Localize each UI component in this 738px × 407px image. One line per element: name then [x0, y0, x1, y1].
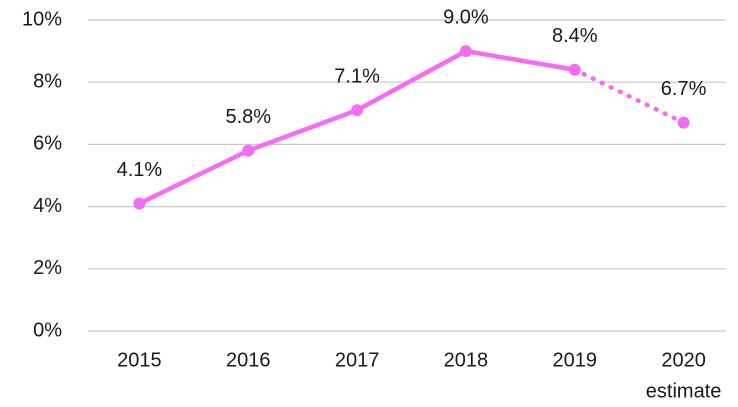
x-tick-label: 2016	[226, 349, 271, 371]
point	[351, 104, 364, 117]
x-tick-label: 2015	[117, 349, 162, 371]
y-tick-label: 2%	[33, 257, 62, 279]
x-tick-label: 2019	[553, 349, 598, 371]
point	[459, 45, 472, 58]
y-tick-label: 10%	[22, 8, 62, 30]
data-label: 5.8%	[225, 106, 271, 128]
y-tick-label: 0%	[33, 319, 62, 341]
y-tick-label: 4%	[33, 195, 62, 217]
point	[677, 116, 690, 129]
point	[568, 63, 581, 76]
data-label: 6.7%	[661, 78, 707, 100]
data-label: 9.0%	[443, 6, 489, 28]
data-label: 4.1%	[117, 159, 163, 181]
data-label: 8.4%	[552, 25, 598, 47]
y-tick-label: 8%	[33, 70, 62, 92]
x-tick-label: 2020	[661, 349, 706, 371]
y-tick-label: 6%	[33, 133, 62, 155]
x-tick-label: 2017	[335, 349, 380, 371]
point	[242, 144, 255, 157]
point	[133, 197, 146, 210]
x-tick-label: 2018	[444, 349, 489, 371]
category-note: estimate	[646, 380, 722, 402]
data-label: 7.1%	[334, 65, 380, 87]
estimate-line	[572, 67, 686, 125]
